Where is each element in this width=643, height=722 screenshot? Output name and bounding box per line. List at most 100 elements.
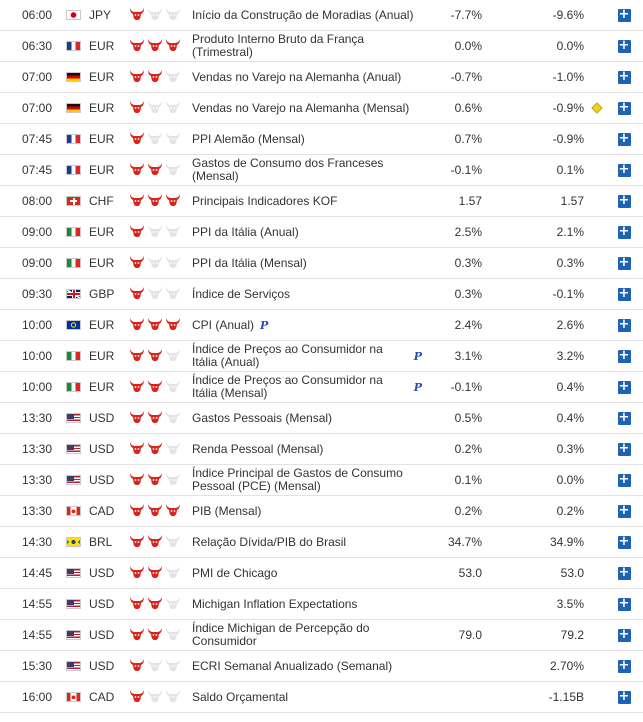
- de-flag-icon: [66, 103, 81, 113]
- event-name[interactable]: Vendas no Varejo na Alemanha (Mensal): [192, 93, 422, 123]
- forecast-value: 0.1%: [556, 163, 584, 177]
- currency-code: CAD: [89, 504, 115, 518]
- event-name[interactable]: CPI (Anual) P: [192, 310, 422, 340]
- add-to-calendar-button[interactable]: +: [617, 192, 631, 208]
- currency-code: EUR: [89, 101, 115, 115]
- add-alert-cell: +: [617, 279, 631, 309]
- bull-inactive-icon: [165, 162, 183, 179]
- forecast-value: -0.9%: [552, 132, 584, 146]
- event-name[interactable]: PIB (Mensal): [192, 496, 422, 526]
- revision-marker-cell: [590, 0, 604, 30]
- table-row: 15:30 USD ECRI Semanal Anualizado (Seman…: [0, 651, 643, 682]
- actual-value: [420, 651, 482, 681]
- event-name[interactable]: PMI de Chicago: [192, 558, 422, 588]
- add-alert-cell: +: [617, 217, 631, 247]
- add-to-calendar-button[interactable]: +: [617, 161, 631, 177]
- event-name-text: Gastos de Consumo dos Franceses (Mensal): [192, 156, 384, 183]
- actual-value: 2.4%: [454, 318, 482, 332]
- it-flag-icon: [66, 351, 81, 361]
- event-time: 10:00: [21, 318, 52, 332]
- event-name[interactable]: Índice Principal de Gastos de Consumo Pe…: [192, 465, 422, 495]
- event-name[interactable]: Vendas no Varejo na Alemanha (Anual): [192, 62, 422, 92]
- event-name[interactable]: ECRI Semanal Anualizado (Semanal): [192, 651, 422, 681]
- event-name[interactable]: PPI da Itália (Mensal): [192, 248, 422, 278]
- add-to-calendar-button[interactable]: +: [617, 688, 631, 704]
- event-name[interactable]: PPI da Itália (Anual): [192, 217, 422, 247]
- bull-active-icon: [129, 627, 147, 644]
- add-alert-cell: +: [617, 248, 631, 278]
- add-alert-cell: +: [617, 0, 631, 30]
- actual-value: -7.7%: [450, 8, 482, 22]
- add-to-calendar-button[interactable]: +: [617, 378, 631, 394]
- revision-marker-cell: [590, 279, 604, 309]
- actual-value: 0.7%: [454, 132, 482, 146]
- currency-code: CHF: [89, 194, 114, 208]
- add-to-calendar-button[interactable]: +: [617, 37, 631, 53]
- preliminary-icon: P: [413, 349, 422, 363]
- bull-active-icon: [147, 441, 165, 458]
- add-to-calendar-button[interactable]: +: [617, 6, 631, 22]
- event-name[interactable]: Renda Pessoal (Mensal): [192, 434, 422, 464]
- event-name[interactable]: Índice de Serviços: [192, 279, 422, 309]
- event-name[interactable]: Índice de Preços ao Consumidor na Itália…: [192, 341, 422, 371]
- add-to-calendar-button[interactable]: +: [617, 440, 631, 456]
- event-name[interactable]: Índice Michigan de Percepção do Consumid…: [192, 620, 422, 650]
- table-row: 07:00 EUR Vendas no Varejo na Alemanha (…: [0, 93, 643, 124]
- actual-value: 53.0: [458, 566, 482, 580]
- forecast-value: 34.9%: [549, 535, 584, 549]
- event-name[interactable]: Índice de Preços ao Consumidor na Itália…: [192, 372, 422, 402]
- importance-rating: [129, 155, 183, 185]
- event-name[interactable]: Michigan Inflation Expectations: [192, 589, 422, 619]
- actual-value: 1.57: [458, 194, 482, 208]
- bull-inactive-icon: [165, 69, 183, 86]
- forecast-value: 0.3%: [556, 256, 584, 270]
- event-name[interactable]: Saldo Orçamental: [192, 682, 422, 712]
- add-to-calendar-button[interactable]: +: [617, 533, 631, 549]
- add-to-calendar-button[interactable]: +: [617, 595, 631, 611]
- event-name[interactable]: Principais Indicadores KOF: [192, 186, 422, 216]
- add-to-calendar-button[interactable]: +: [617, 223, 631, 239]
- event-name[interactable]: Gastos de Consumo dos Franceses (Mensal): [192, 155, 422, 185]
- event-time: 09:30: [21, 287, 52, 301]
- event-name-text: CPI (Anual): [192, 317, 255, 332]
- event-name[interactable]: PPI Alemão (Mensal): [192, 124, 422, 154]
- bull-inactive-icon: [147, 689, 165, 706]
- currency-code: USD: [89, 597, 115, 611]
- add-to-calendar-button[interactable]: +: [617, 130, 631, 146]
- de-flag-icon: [66, 72, 81, 82]
- add-to-calendar-button[interactable]: +: [617, 68, 631, 84]
- event-name-text: Índice Michigan de Percepção do Consumid…: [192, 621, 370, 648]
- add-to-calendar-button[interactable]: +: [617, 316, 631, 332]
- bull-active-icon: [129, 38, 147, 55]
- add-to-calendar-button[interactable]: +: [617, 502, 631, 518]
- add-to-calendar-button[interactable]: +: [617, 471, 631, 487]
- revision-marker-cell: [590, 217, 604, 247]
- add-to-calendar-button[interactable]: +: [617, 99, 631, 115]
- importance-rating: [129, 465, 183, 495]
- revision-diamond-icon: [591, 102, 603, 114]
- add-to-calendar-button[interactable]: +: [617, 285, 631, 301]
- bull-inactive-icon: [165, 255, 183, 272]
- add-to-calendar-button[interactable]: +: [617, 657, 631, 673]
- bull-active-icon: [129, 255, 147, 272]
- event-name[interactable]: Relação Dívida/PIB do Brasil: [192, 527, 422, 557]
- it-flag-icon: [66, 382, 81, 392]
- actual-value: 3.1%: [454, 349, 482, 363]
- country-flag-cell: [66, 124, 82, 154]
- event-name[interactable]: Gastos Pessoais (Mensal): [192, 403, 422, 433]
- event-time: 07:45: [21, 163, 52, 177]
- importance-rating: [129, 31, 183, 61]
- importance-rating: [129, 496, 183, 526]
- add-to-calendar-button[interactable]: +: [617, 626, 631, 642]
- event-name[interactable]: Produto Interno Bruto da França (Trimest…: [192, 31, 422, 61]
- add-to-calendar-button[interactable]: +: [617, 409, 631, 425]
- add-to-calendar-button[interactable]: +: [617, 347, 631, 363]
- add-to-calendar-button[interactable]: +: [617, 254, 631, 270]
- add-alert-cell: +: [617, 434, 631, 464]
- us-flag-icon: [66, 630, 81, 640]
- gb-flag-icon: [66, 289, 81, 299]
- event-name[interactable]: Início da Construção de Moradias (Anual): [192, 0, 422, 30]
- event-time: 13:30: [21, 411, 52, 425]
- add-to-calendar-button[interactable]: +: [617, 564, 631, 580]
